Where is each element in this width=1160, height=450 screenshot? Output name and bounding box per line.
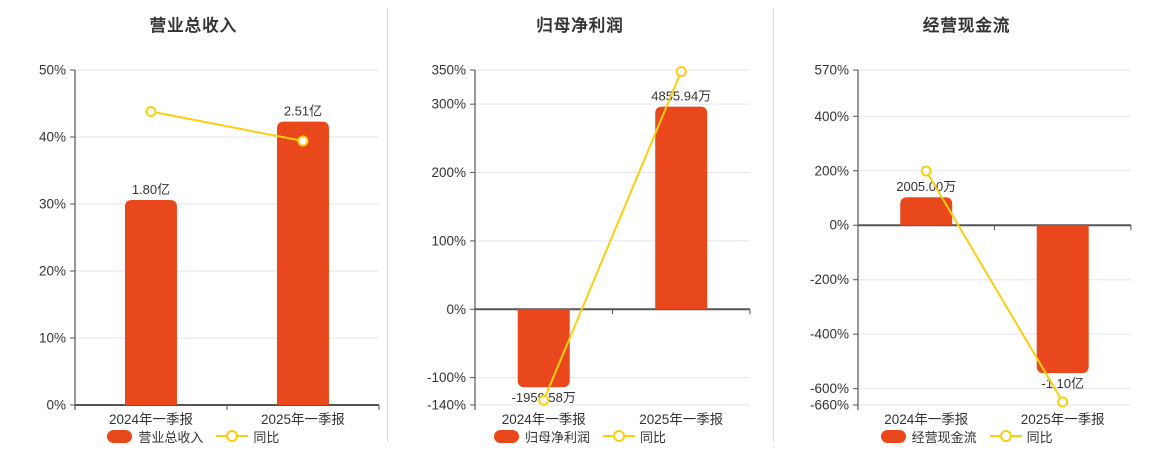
y-tick-label: 300% bbox=[431, 97, 465, 112]
bar-2025年一季报[interactable] bbox=[654, 106, 707, 310]
y-tick-label: 20% bbox=[39, 263, 66, 278]
panel-net-profit: 归母净利润 -140%-100%0%100%200%300%350%-1959.… bbox=[386, 0, 774, 450]
chart-title-net-profit: 归母净利润 bbox=[536, 17, 624, 35]
y-tick-label: 0% bbox=[446, 302, 465, 317]
yoy-data-point[interactable] bbox=[537, 394, 549, 406]
y-tick-label: -140% bbox=[427, 397, 466, 412]
line-series-swatch[interactable] bbox=[602, 429, 635, 443]
line-series-swatch[interactable] bbox=[216, 429, 249, 443]
x-category-label: 2024年一季报 bbox=[885, 412, 969, 427]
x-category-label: 2025年一季报 bbox=[1021, 412, 1105, 427]
y-tick-label: 0% bbox=[830, 218, 849, 233]
y-tick-label: -200% bbox=[810, 272, 849, 287]
bar-series-swatch[interactable] bbox=[880, 429, 906, 443]
panel-operating-cash-flow: 经营现金流 -660% -600% -400% -200% 0% 200% 400% 570%… bbox=[773, 0, 1160, 450]
yoy-data-point[interactable] bbox=[1057, 396, 1069, 408]
revenue-chart-plot: 0% 10% 20% 30% 40% 50% 1.80亿 2.51亿 2024年一季报 2025年… bbox=[39, 62, 380, 427]
bar-series-legend-label[interactable]: 营业总收入 bbox=[138, 429, 204, 445]
bar-series-swatch[interactable] bbox=[493, 429, 519, 443]
yoy-trend-line bbox=[542, 71, 682, 401]
y-tick-label: 100% bbox=[431, 233, 465, 248]
bar-value-label: 1.80亿 bbox=[132, 182, 170, 197]
y-tick-label: -100% bbox=[427, 370, 466, 385]
bar-2024年一季报[interactable] bbox=[517, 309, 570, 388]
net-profit-legend: 归母净利润 同比 bbox=[387, 427, 774, 445]
bar-series-legend-label[interactable]: 经营现金流 bbox=[911, 429, 977, 445]
yoy-trend-line bbox=[150, 110, 304, 143]
y-tick-label: 400% bbox=[815, 109, 849, 124]
line-series-legend-label[interactable]: 同比 bbox=[1026, 429, 1053, 445]
bar-2024年一季报[interactable] bbox=[124, 199, 177, 405]
cash-flow-chart-plot: -660%-600% -400% -200% 0% 200% 400% 570% 2005.0… bbox=[810, 62, 1132, 427]
y-tick-label: -400% bbox=[810, 327, 849, 342]
y-tick-label: -660% bbox=[810, 397, 849, 412]
yoy-data-point[interactable] bbox=[145, 106, 157, 118]
y-tick-label: 570% bbox=[815, 62, 849, 77]
chart-title-revenue: 营业总收入 bbox=[149, 17, 238, 35]
yoy-data-point[interactable] bbox=[921, 165, 933, 177]
yoy-data-point[interactable] bbox=[297, 135, 309, 147]
y-tick-label: 40% bbox=[39, 129, 66, 144]
net-profit-chart-plot: -140%-100%0%100%200%300%350%-1959.58万485… bbox=[427, 62, 751, 427]
line-series-swatch[interactable] bbox=[989, 429, 1022, 443]
bar-2024年一季报[interactable] bbox=[900, 197, 953, 226]
bar-value-label: 2005.00万 bbox=[897, 179, 957, 194]
y-tick-label: 30% bbox=[39, 196, 66, 211]
bar-value-label: -1.10亿 bbox=[1042, 376, 1085, 391]
bar-2025年一季报[interactable] bbox=[1037, 225, 1090, 374]
chart-title-cash-flow: 经营现金流 bbox=[922, 17, 1011, 35]
x-category-label: 2025年一季报 bbox=[639, 412, 723, 427]
panel-total-revenue: 营业总收入 0% 10% 20% 30% 40% 50% 1.80亿 2.51亿 2024年一季… bbox=[0, 0, 387, 450]
y-tick-label: -600% bbox=[810, 381, 849, 396]
y-tick-label: 50% bbox=[39, 62, 66, 77]
yoy-trend-line bbox=[925, 170, 1064, 403]
y-tick-label: 200% bbox=[431, 165, 465, 180]
revenue-legend: 营业总收入 同比 bbox=[0, 427, 387, 445]
x-category-label: 2024年一季报 bbox=[501, 412, 585, 427]
cash-flow-legend: 经营现金流 同比 bbox=[773, 427, 1160, 445]
y-tick-label: 0% bbox=[46, 397, 65, 412]
bar-series-swatch[interactable] bbox=[107, 429, 133, 443]
x-category-label: 2025年一季报 bbox=[261, 412, 345, 427]
bar-value-label: 4855.94万 bbox=[651, 89, 711, 104]
yoy-data-point[interactable] bbox=[675, 66, 687, 78]
x-category-label: 2024年一季报 bbox=[109, 412, 193, 427]
line-series-legend-label[interactable]: 同比 bbox=[639, 429, 666, 445]
bar-value-label: 2.51亿 bbox=[284, 104, 322, 119]
bar-series-legend-label[interactable]: 归母净利润 bbox=[524, 429, 590, 445]
y-tick-label: 350% bbox=[431, 62, 465, 77]
y-tick-label: 10% bbox=[39, 330, 66, 345]
line-series-legend-label[interactable]: 同比 bbox=[253, 429, 280, 445]
bar-2025年一季报[interactable] bbox=[276, 121, 329, 405]
y-tick-label: 200% bbox=[815, 163, 849, 178]
